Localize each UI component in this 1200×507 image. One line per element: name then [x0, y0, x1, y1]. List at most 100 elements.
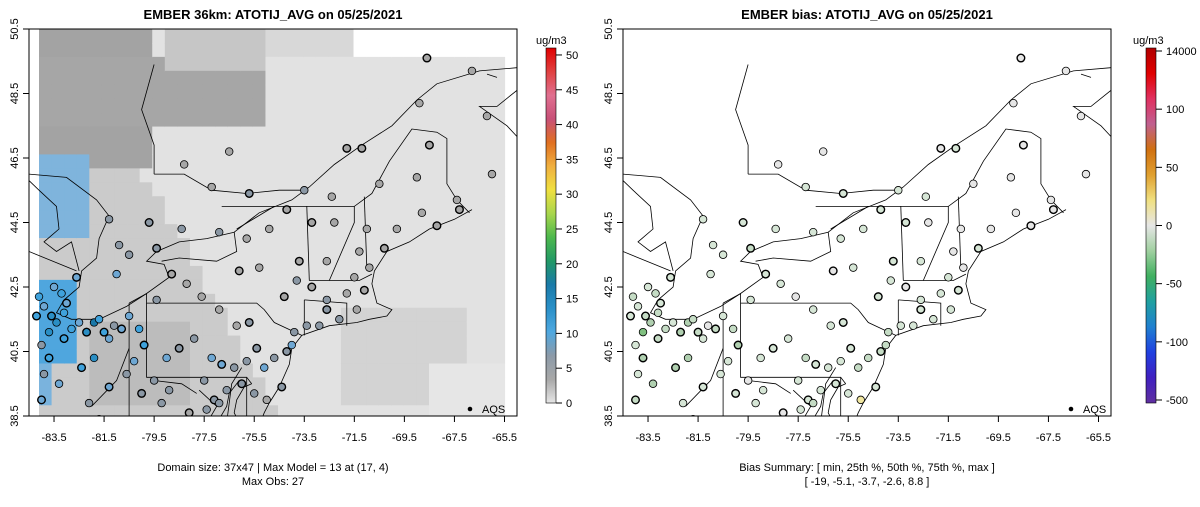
heatmap-cell: [290, 84, 304, 100]
station-point: [300, 186, 309, 195]
heatmap-cell: [378, 391, 392, 406]
heatmap-cell: [315, 70, 329, 86]
heatmap-cell: [202, 70, 216, 86]
heatmap-cell: [403, 84, 418, 100]
colorbar-tick-label: 20: [566, 259, 578, 271]
heatmap-cell: [278, 265, 292, 281]
heatmap-cell: [152, 56, 166, 72]
station-point: [96, 415, 102, 416]
station-point: [791, 292, 800, 301]
heatmap-cell: [215, 293, 229, 309]
heatmap-cell: [466, 349, 480, 365]
heatmap-cell: [215, 251, 229, 267]
right-caption-line1: Bias Summary: [ min, 25th %, 50th %, 75t…: [739, 462, 995, 474]
heatmap-cell: [265, 238, 279, 253]
heatmap-cell: [64, 363, 78, 379]
heatmap-cell: [441, 307, 455, 323]
station-point: [59, 308, 69, 317]
heatmap-cell: [76, 377, 90, 392]
heatmap-cell: [189, 349, 204, 365]
station-point: [703, 321, 713, 330]
heatmap-cell: [353, 98, 367, 114]
station-point: [362, 224, 372, 234]
station-point: [244, 317, 254, 327]
heatmap-cell: [114, 377, 128, 392]
station-point: [482, 111, 492, 121]
station-point: [287, 340, 296, 350]
heatmap-cell: [378, 98, 392, 114]
heatmap-cell: [366, 321, 380, 337]
heatmap-cell: [265, 98, 279, 114]
heatmap-cell: [454, 168, 468, 183]
heatmap-cell: [127, 321, 141, 337]
heatmap-cell: [139, 182, 153, 197]
heatmap-cell: [89, 70, 103, 86]
panel-right: EMBER bias: ATOTIJ_AVG on 05/25/2021 -83…: [603, 7, 1197, 488]
heatmap-cell: [189, 238, 204, 253]
left-legend-label: AQS: [482, 404, 505, 416]
heatmap-cell: [215, 42, 229, 58]
heatmap-cell: [366, 84, 380, 100]
station-point: [626, 311, 636, 321]
heatmap-cell: [227, 168, 241, 183]
heatmap-cell: [76, 140, 90, 156]
heatmap-cell: [215, 321, 229, 337]
heatmap-cell: [391, 307, 405, 323]
heatmap-cell: [177, 196, 191, 211]
heatmap-cell: [403, 154, 418, 169]
heatmap-cell: [340, 84, 355, 100]
station-point: [743, 376, 753, 385]
heatmap-cell: [114, 279, 128, 295]
station-point: [631, 395, 641, 405]
station-point: [838, 317, 848, 327]
heatmap-cell: [290, 168, 304, 183]
heatmap-cell: [378, 363, 392, 379]
colorbar-tick-label: 15: [566, 294, 578, 306]
heatmap-cell: [429, 98, 443, 114]
station-point: [633, 369, 643, 379]
heatmap-cell: [454, 293, 468, 309]
station-point: [179, 160, 189, 169]
heatmap-cell: [278, 182, 292, 197]
heatmap-cell: [353, 363, 367, 379]
heatmap-cell: [164, 154, 178, 169]
heatmap-cell: [429, 210, 443, 225]
heatmap-cell: [366, 42, 380, 58]
heatmap-cell: [240, 84, 254, 100]
heatmap-cell: [416, 251, 430, 267]
station-point: [322, 257, 332, 266]
heatmap-cell: [366, 238, 380, 253]
heatmap-cell: [177, 405, 191, 416]
station-point: [1026, 221, 1036, 231]
station-point: [916, 305, 926, 315]
heatmap-cell: [491, 321, 506, 337]
heatmap-cell: [491, 196, 506, 211]
x-tick-label: -65.5: [492, 432, 517, 444]
heatmap-cell: [328, 405, 342, 416]
right-colorbar-unit: ug/m3: [1133, 35, 1164, 47]
station-point: [342, 143, 352, 153]
heatmap-cell: [303, 224, 317, 239]
heatmap-cell: [240, 196, 254, 211]
station-point: [876, 347, 886, 357]
heatmap-cell: [416, 363, 430, 379]
heatmap-cell: [227, 126, 241, 142]
heatmap-cell: [391, 84, 405, 100]
station-point: [359, 285, 369, 295]
heatmap-cell: [127, 84, 141, 100]
heatmap-cell: [366, 210, 380, 225]
heatmap-cell: [189, 140, 204, 156]
heatmap-cell: [278, 307, 292, 323]
station-point: [969, 179, 978, 188]
heatmap-cell: [403, 196, 418, 211]
heatmap-cell: [466, 126, 480, 142]
station-point: [1018, 140, 1028, 150]
left-caption-line1: Domain size: 37x47 | Max Model = 13 at (…: [157, 462, 388, 474]
heatmap-cell: [353, 84, 367, 100]
heatmap-cell: [416, 307, 430, 323]
y-tick-label: 42.5: [9, 276, 21, 297]
heatmap-cell: [202, 84, 216, 100]
heatmap-cell: [303, 238, 317, 253]
heatmap-cell: [114, 140, 128, 156]
